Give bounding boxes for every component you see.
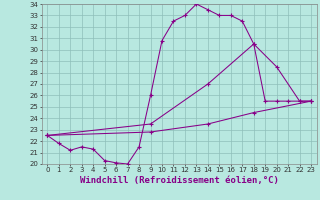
X-axis label: Windchill (Refroidissement éolien,°C): Windchill (Refroidissement éolien,°C) <box>80 176 279 185</box>
